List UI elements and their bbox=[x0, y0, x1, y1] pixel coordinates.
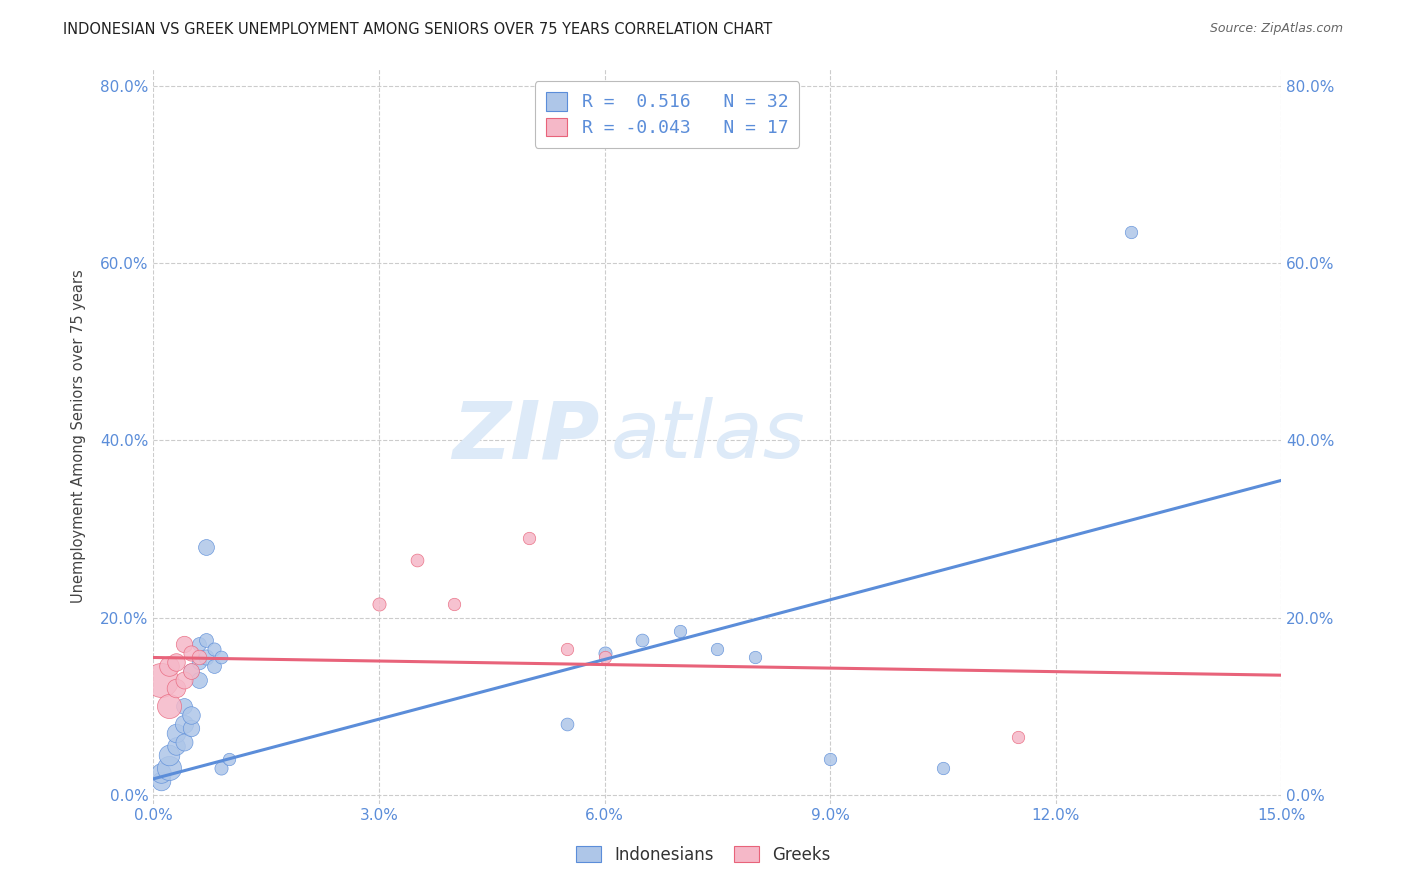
Y-axis label: Unemployment Among Seniors over 75 years: Unemployment Among Seniors over 75 years bbox=[72, 269, 86, 603]
Point bbox=[173, 734, 195, 748]
Point bbox=[593, 650, 616, 665]
Text: Source: ZipAtlas.com: Source: ZipAtlas.com bbox=[1209, 22, 1343, 36]
Point bbox=[209, 650, 232, 665]
Point bbox=[150, 673, 173, 687]
Point bbox=[1119, 226, 1142, 240]
Point bbox=[165, 739, 187, 753]
Text: INDONESIAN VS GREEK UNEMPLOYMENT AMONG SENIORS OVER 75 YEARS CORRELATION CHART: INDONESIAN VS GREEK UNEMPLOYMENT AMONG S… bbox=[63, 22, 772, 37]
Point bbox=[180, 722, 202, 736]
Point bbox=[180, 664, 202, 678]
Point bbox=[187, 655, 209, 669]
Point bbox=[157, 659, 180, 673]
Point bbox=[173, 673, 195, 687]
Point bbox=[150, 765, 173, 780]
Point bbox=[187, 673, 209, 687]
Point bbox=[593, 646, 616, 660]
Point bbox=[157, 699, 180, 714]
Point bbox=[173, 637, 195, 651]
Point bbox=[209, 761, 232, 775]
Point bbox=[187, 637, 209, 651]
Point bbox=[368, 598, 391, 612]
Point bbox=[555, 641, 578, 656]
Point bbox=[669, 624, 692, 638]
Point bbox=[744, 650, 766, 665]
Point bbox=[173, 699, 195, 714]
Point bbox=[1007, 730, 1029, 744]
Point bbox=[150, 774, 173, 789]
Point bbox=[187, 650, 209, 665]
Point bbox=[443, 598, 465, 612]
Text: ZIP: ZIP bbox=[451, 397, 599, 475]
Point bbox=[405, 553, 427, 567]
Point bbox=[180, 708, 202, 723]
Point bbox=[180, 664, 202, 678]
Point bbox=[519, 531, 541, 545]
Point bbox=[195, 650, 218, 665]
Legend: R =  0.516   N = 32, R = -0.043   N = 17: R = 0.516 N = 32, R = -0.043 N = 17 bbox=[534, 81, 799, 148]
Point bbox=[165, 681, 187, 696]
Point bbox=[173, 717, 195, 731]
Point bbox=[202, 641, 225, 656]
Point bbox=[202, 659, 225, 673]
Point bbox=[157, 761, 180, 775]
Point bbox=[218, 752, 240, 766]
Point bbox=[706, 641, 728, 656]
Point bbox=[195, 632, 218, 647]
Point bbox=[157, 747, 180, 762]
Point bbox=[932, 761, 955, 775]
Legend: Indonesians, Greeks: Indonesians, Greeks bbox=[569, 839, 837, 871]
Point bbox=[195, 540, 218, 554]
Point bbox=[631, 632, 654, 647]
Text: atlas: atlas bbox=[610, 397, 806, 475]
Point bbox=[180, 646, 202, 660]
Point bbox=[165, 655, 187, 669]
Point bbox=[165, 725, 187, 739]
Point bbox=[555, 717, 578, 731]
Point bbox=[818, 752, 841, 766]
